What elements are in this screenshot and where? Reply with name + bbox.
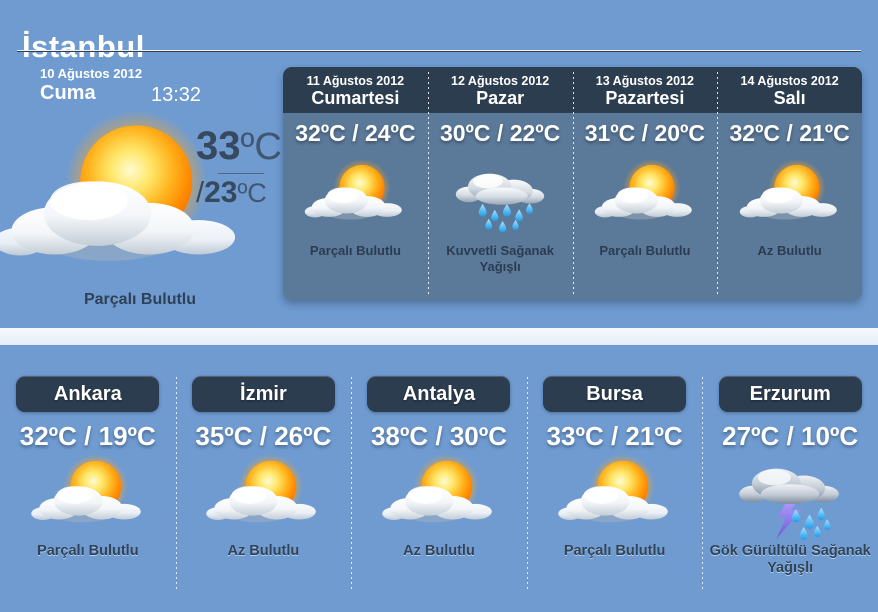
city-condition: Az Bulutlu — [403, 543, 475, 559]
forecast-temps: 32ºC / 21ºC — [729, 119, 850, 146]
forecast-temps: 31ºC / 20ºC — [584, 119, 706, 146]
storm-cloud-icon — [724, 453, 856, 541]
forecast-day-monday: 13 Ağustos 2012 Pazartesi 31ºC / 20ºC Pa… — [573, 67, 718, 300]
city-button-antalya[interactable]: Antalya — [367, 376, 511, 412]
forecast-date: 14 Ağustos 2012 — [740, 74, 839, 88]
forecast-day-saturday: 11 Ağustos 2012 Cumartesi 32ºC / 24ºC Pa… — [283, 67, 428, 300]
city-condition: Parçalı Bulutlu — [563, 543, 666, 559]
current-low-temp: /23ºC — [196, 176, 267, 209]
current-day: Cuma — [40, 82, 96, 104]
city-temps: 33ºC / 21ºC — [546, 421, 683, 451]
city-button-ankara[interactable]: Ankara — [16, 376, 160, 412]
city-condition: Parçalı Bulutlu — [37, 543, 139, 559]
forecast-temps: 32ºC / 24ºC — [295, 119, 416, 146]
forecast-date: 12 Ağustos 2012 — [451, 74, 550, 88]
city-separator — [702, 377, 704, 589]
forecast-separator — [427, 72, 429, 295]
city-separator — [526, 377, 528, 589]
city-separator — [175, 377, 177, 589]
temp-divider — [218, 173, 264, 174]
forecast-day-name: Cumartesi — [311, 88, 400, 108]
rain-cloud-icon — [448, 157, 552, 237]
sun-cloud-icon — [549, 453, 681, 541]
forecast-separator — [572, 72, 574, 295]
forecast-condition: Parçalı Bulutlu — [309, 242, 401, 258]
sun-cloud-icon — [593, 157, 697, 237]
forecast-condition: Parçalı Bulutlu — [599, 242, 691, 258]
city-temps: 32ºC / 19ºC — [19, 421, 156, 451]
page-title: İstanbul — [22, 28, 145, 64]
city-temps: 35ºC / 26ºC — [195, 421, 332, 451]
city-button-izmir[interactable]: İzmir — [191, 376, 335, 412]
city-card-izmir: İzmir 35ºC / 26ºC Az Bulutlu — [176, 345, 352, 612]
sun-cloud-icon — [373, 453, 505, 541]
sun-cloud-icon — [22, 453, 154, 541]
city-button-erzurum[interactable]: Erzurum — [718, 376, 862, 412]
current-time: 13:32 — [151, 84, 202, 106]
forecast-date: 13 Ağustos 2012 — [595, 74, 694, 88]
city-card-antalya: Antalya 38ºC / 30ºC Az Bulutlu — [351, 345, 527, 612]
city-temps: 27ºC / 10ºC — [722, 421, 859, 451]
city-temps: 38ºC / 30ºC — [370, 421, 508, 451]
forecast-panel: 11 Ağustos 2012 Cumartesi 32ºC / 24ºC Pa… — [283, 67, 862, 300]
city-condition: Gök Gürültülü Sağanak Yağışlı — [709, 543, 871, 577]
city-card-erzurum: Erzurum 27ºC / 10ºC Gök Gürültülü Sağana… — [702, 345, 878, 612]
forecast-day-sunday: 12 Ağustos 2012 Pazar 30ºC / 22ºC Kuvvet… — [428, 67, 573, 300]
cities-section: Ankara 32ºC / 19ºC Parçalı Bulutlu İzmir… — [0, 345, 878, 612]
forecast-day-name: Pazartesi — [605, 88, 685, 108]
forecast-temps: 30ºC / 22ºC — [439, 119, 561, 146]
city-card-ankara: Ankara 32ºC / 19ºC Parçalı Bulutlu — [0, 345, 176, 612]
section-divider — [0, 328, 878, 345]
forecast-condition: Kuvvetli Sağanak Yağışlı — [446, 242, 554, 274]
current-date: 10 Ağustos 2012 — [40, 66, 143, 81]
title-divider — [17, 50, 861, 52]
city-condition: Az Bulutlu — [227, 543, 300, 559]
current-high-temp: 33ºC — [196, 124, 282, 168]
sun-cloud-icon — [197, 453, 329, 541]
city-button-bursa[interactable]: Bursa — [543, 376, 687, 412]
forecast-date: 11 Ağustos 2012 — [306, 74, 405, 88]
current-temperature: 33ºC /23ºC — [196, 126, 306, 208]
city-separator — [351, 377, 353, 589]
forecast-condition: Az Bulutlu — [757, 242, 822, 258]
forecast-day-name: Pazar — [476, 88, 525, 108]
forecast-separator — [717, 72, 719, 295]
sun-cloud-icon — [303, 157, 407, 237]
city-card-bursa: Bursa 33ºC / 21ºC Parçalı Bulutlu — [527, 345, 703, 612]
forecast-day-name: Salı — [773, 88, 806, 108]
sun-cloud-icon — [738, 157, 842, 237]
forecast-day-tuesday: 14 Ağustos 2012 Salı 32ºC / 21ºC Az Bulu… — [717, 67, 862, 300]
current-condition: Parçalı Bulutlu — [83, 291, 197, 308]
